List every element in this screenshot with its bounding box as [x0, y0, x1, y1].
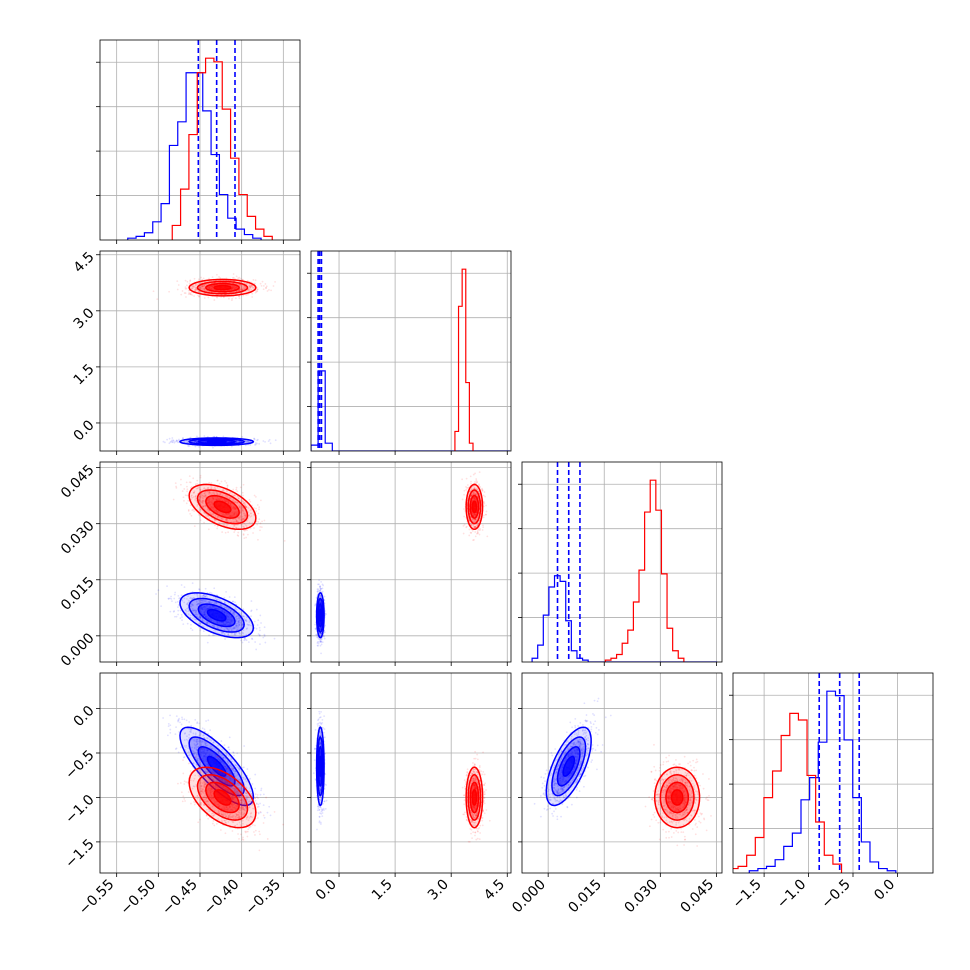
panel-0-0: [96, 39, 301, 244]
density-contour-red-0: [471, 500, 478, 514]
y-tick-label-3: 4.5: [71, 249, 98, 276]
panel-frame: [521, 672, 723, 874]
x-tick-label-1: −0.50: [118, 877, 160, 919]
histogram-blue-3: [748, 690, 897, 873]
panel-frame: [310, 461, 512, 663]
panel-3-2: 0.000 0.015 0.030 0.045: [509, 672, 723, 917]
histogram-red-3: [733, 712, 843, 873]
x-tick-label-2: −0.45: [159, 877, 201, 919]
density-contour-red-0: [471, 789, 478, 806]
panel-frame: [521, 461, 723, 663]
x-tick-label-1: 1.5: [369, 877, 396, 904]
panel-frame: [310, 672, 512, 874]
y-tick-label-0: −1.5: [62, 836, 97, 871]
x-tick-label-0: −0.55: [76, 877, 118, 919]
y-tick-label-1: 0.015: [58, 574, 98, 614]
histogram-red-0: [171, 57, 273, 240]
histogram-red-2: [604, 479, 685, 662]
y-tick-label-1: −1.0: [62, 792, 97, 827]
density-contour-blue-0: [562, 755, 576, 777]
panel-frame: [732, 672, 934, 874]
histogram-blue-0: [127, 72, 262, 240]
x-tick-label-0: 0.0: [313, 877, 340, 904]
x-tick-label-0: −1.5: [730, 877, 765, 912]
x-tick-label-1: −1.0: [774, 877, 809, 912]
panel-frame: [99, 250, 301, 452]
panel-frame: [99, 672, 301, 874]
panel-frame: [99, 39, 301, 241]
panel-2-2: [518, 461, 723, 666]
x-tick-label-1: 0.015: [565, 877, 605, 917]
y-tick-label-2: −0.5: [62, 747, 97, 782]
density-contour-red-0: [213, 284, 232, 291]
x-tick-label-3: 0.0: [871, 877, 898, 904]
y-tick-label-1: 1.5: [71, 361, 98, 388]
histogram-red-1: [454, 268, 474, 451]
panel-2-0: 0.000 0.015 0.030 0.045: [58, 461, 301, 670]
panel-frame: [99, 461, 301, 663]
y-tick-label-3: 0.0: [71, 703, 98, 730]
panel-frame: [310, 250, 512, 452]
x-tick-label-3: −0.40: [201, 877, 243, 919]
panel-2-1: [307, 461, 512, 666]
density-contour-blue-0: [318, 755, 323, 778]
panel-3-0: −0.55 −0.50 −0.45 −0.40 −0.35 −1.5 −1.0 −0.5 0.0: [62, 672, 301, 919]
y-tick-label-0: 0.000: [58, 630, 98, 670]
density-contour-blue-0: [318, 608, 323, 622]
x-tick-label-4: −0.35: [243, 877, 285, 919]
panel-3-3: −1.5 −1.0 −0.5 0.0: [729, 672, 934, 912]
density-contour-blue-0: [206, 608, 227, 622]
y-tick-label-2: 0.030: [58, 518, 98, 558]
x-tick-label-2: −0.5: [818, 877, 853, 912]
x-tick-label-2: 3.0: [425, 877, 452, 904]
y-tick-label-0: 0.0: [71, 417, 98, 444]
density-contour-red-0: [213, 789, 232, 806]
histogram-blue-2: [531, 575, 718, 662]
x-tick-label-3: 4.5: [481, 877, 508, 904]
x-tick-label-3: 0.045: [678, 877, 718, 917]
y-tick-label-2: 3.0: [71, 305, 98, 332]
density-contour-red-0: [213, 500, 232, 514]
density-contour-blue-0: [206, 439, 227, 444]
y-tick-label-3: 0.045: [58, 462, 98, 502]
panel-3-1: 0.0 1.5 3.0 4.5: [307, 672, 512, 904]
panel-1-1: [307, 250, 512, 455]
panel-1-0: 0.0 1.5 3.0 4.5: [71, 249, 301, 455]
histogram-blue-1: [311, 370, 510, 451]
x-tick-label-2: 0.030: [621, 877, 661, 917]
x-tick-label-0: 0.000: [509, 877, 549, 917]
density-contour-red-0: [670, 789, 684, 806]
